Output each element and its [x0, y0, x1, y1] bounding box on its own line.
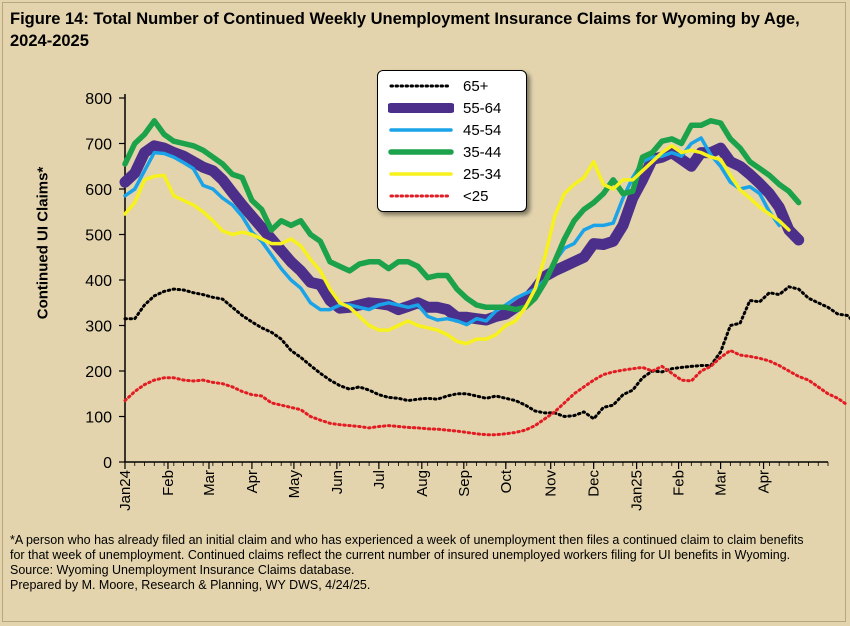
legend-item: 25-34	[378, 163, 526, 185]
x-tick-label: Jan24	[117, 470, 134, 511]
legend: 65+ 55-64 45-54 35-44 25-34 <25	[377, 70, 527, 212]
legend-swatch	[389, 84, 453, 88]
y-axis-label: Continued UI Claims*	[34, 166, 52, 320]
legend-item: 45-54	[378, 119, 526, 141]
legend-item: 65+	[378, 75, 526, 97]
x-tick-label: Jun	[329, 470, 346, 494]
x-tick-label: Apr	[756, 470, 773, 493]
x-tick-label: Apr	[244, 470, 261, 493]
series-line-4554	[123, 136, 781, 327]
series-line-5564	[119, 140, 805, 326]
x-tick-label: Feb	[671, 470, 688, 496]
legend-label: 45-54	[463, 122, 502, 139]
legend-item: 35-44	[378, 141, 526, 163]
x-tick-label: Dec	[586, 470, 603, 497]
x-tick-label: Aug	[414, 470, 431, 497]
x-tick-label: Oct	[498, 469, 515, 493]
x-tick-label: Mar	[713, 470, 730, 496]
legend-label: 25-34	[463, 166, 502, 183]
legend-item: <25	[378, 185, 526, 207]
x-tick-label: May	[286, 470, 303, 499]
y-tick-label: 500	[85, 228, 112, 245]
y-tick-label: 600	[85, 182, 112, 199]
series-line-65	[123, 285, 850, 421]
y-tick-label: 100	[85, 410, 112, 427]
legend-swatch	[388, 103, 454, 113]
y-tick-label: 300	[85, 319, 112, 336]
x-tick-label: Sep	[456, 470, 473, 497]
x-tick-label: Jan25	[629, 470, 646, 511]
legend-label: 65+	[463, 78, 489, 95]
footnote-line: *A person who has already filed an initi…	[10, 533, 804, 547]
y-tick-label: 700	[85, 137, 112, 154]
footnotes: *A person who has already filed an initi…	[10, 533, 840, 593]
legend-item: 55-64	[378, 97, 526, 119]
y-tick-label: 0	[103, 455, 112, 472]
x-tick-label: Jul	[371, 470, 388, 489]
y-tick-label: 200	[85, 364, 112, 381]
legend-swatch	[388, 149, 454, 155]
x-tick-label: Mar	[201, 470, 218, 496]
x-tick-label: Nov	[543, 470, 560, 497]
footnote-line: Source: Wyoming Unemployment Insurance C…	[10, 563, 355, 577]
series-line-2534	[123, 144, 791, 346]
legend-swatch	[389, 194, 453, 198]
y-tick-label: 800	[85, 91, 112, 108]
legend-label: <25	[463, 188, 489, 205]
y-tick-label: 400	[85, 273, 112, 290]
legend-swatch	[389, 172, 453, 176]
legend-label: 55-64	[463, 100, 502, 117]
x-tick-label: Feb	[160, 470, 177, 496]
footnote-line: Prepared by M. Moore, Research & Plannin…	[10, 578, 371, 592]
legend-swatch	[389, 128, 453, 132]
series-line-25	[123, 349, 849, 437]
series-line-3544	[122, 118, 802, 313]
chart-title: Figure 14: Total Number of Continued Wee…	[10, 10, 800, 50]
legend-label: 35-44	[463, 144, 502, 161]
footnote-line: for that week of unemployment. Continued…	[10, 548, 791, 562]
